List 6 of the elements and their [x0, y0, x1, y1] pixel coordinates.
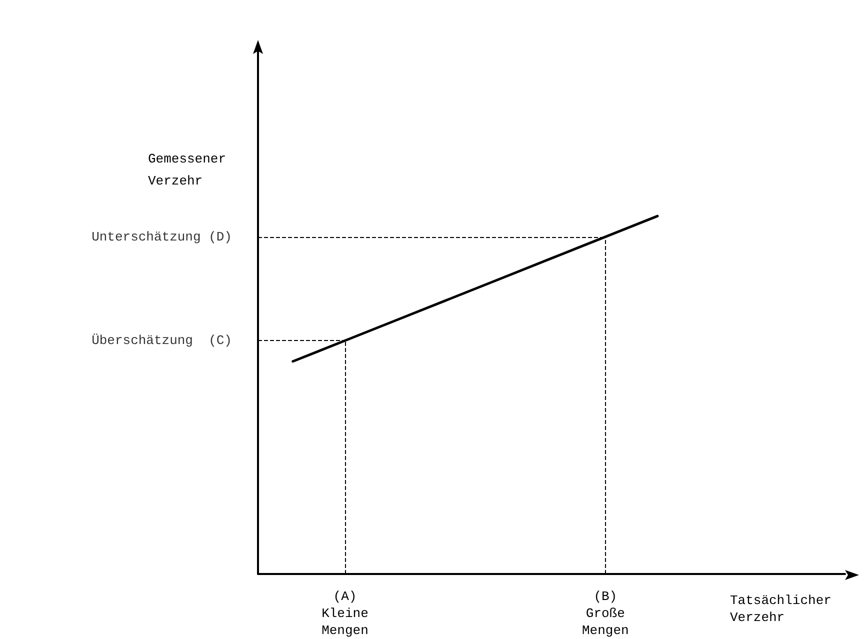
ref-line-label: Überschätzung (C) — [92, 333, 232, 348]
x-tick-label: (B) Große Mengen — [582, 589, 629, 638]
y-axis-title: Gemessener Verzehr — [148, 152, 226, 188]
x-tick-label: (A) Kleine Mengen — [322, 589, 368, 638]
x-axis-title: Tatsächlicher Verzehr — [730, 593, 832, 625]
ref-line-label: Unterschätzung (D) — [92, 229, 232, 244]
